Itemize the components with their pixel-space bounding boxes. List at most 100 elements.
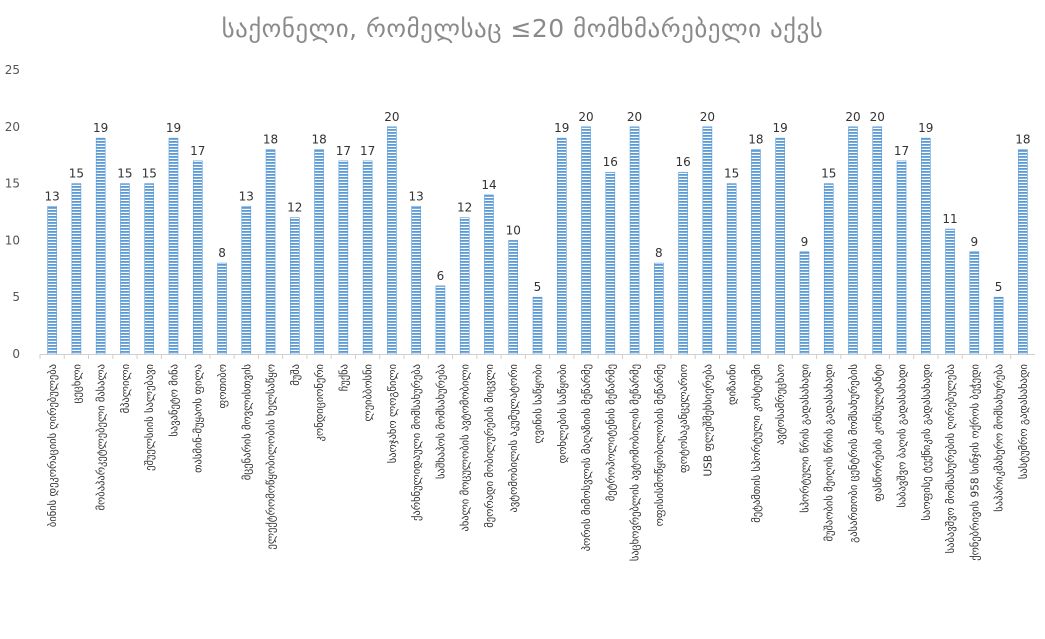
bar: [290, 217, 300, 355]
x-tick-label: ბინის დეკორაციის ღირებულება: [47, 364, 59, 527]
y-tick-label: 25: [5, 63, 20, 77]
x-tick-label: მეორადი მობილურების მიცვლი: [484, 364, 496, 528]
bar: [896, 160, 907, 355]
bar: [848, 126, 858, 355]
data-label: 5: [995, 280, 1003, 294]
y-axis: 0 5 10 15 20 25: [5, 63, 20, 361]
data-labels: 13 15 19 15 15 19 17 8 13 18 12 18 17 17 20 13 6 12 14 10 5 1…: [44, 110, 1030, 294]
x-tick-label: მცენარის მოვლისთვის: [241, 364, 253, 480]
x-tick-label: საბავშვო ბაღის გადასახადი: [897, 364, 909, 508]
x-tick-label: საშხაპოს მომსახურება: [435, 364, 447, 479]
x-tick-label: სასტუმრო გადასახადი: [1018, 364, 1030, 479]
data-label: 15: [724, 167, 739, 181]
data-label: 8: [218, 246, 226, 260]
data-label: 18: [311, 133, 326, 147]
x-tick-label: ფოთიბო: [217, 364, 229, 408]
bar: [532, 296, 543, 355]
x-tick-label: ახალი მოცულობის ავტომობილი: [460, 364, 472, 532]
x-tick-label: მპალილი: [120, 364, 132, 413]
bar: [314, 149, 324, 355]
bar: [95, 137, 106, 355]
data-label: 20: [627, 110, 642, 124]
x-tick-label: ფასწორების კონსულტანტი: [872, 364, 884, 502]
chart-title: საქონელი, რომელსაც ≤20 მომხმარებელი აქვს: [221, 14, 824, 43]
data-label: 15: [69, 167, 84, 181]
bar: [993, 296, 1004, 355]
y-tick-label: 20: [5, 120, 20, 134]
x-tick-label: მუშა: [290, 364, 302, 386]
bar: [799, 251, 810, 355]
data-label: 16: [675, 155, 690, 169]
x-tick-label: USB ფლეშმეხსიერება: [702, 364, 714, 477]
bar: [556, 137, 567, 355]
x-tick-label: სპორტული წრის გადასახადი: [799, 364, 811, 513]
x-tick-label: ავტომობილის აკუმულატორი: [508, 364, 520, 512]
x-tick-label: დიზაინი: [727, 364, 739, 405]
x-tick-label: გასართობი ცენტრის მომსახურების: [848, 364, 860, 543]
data-label: 5: [534, 280, 542, 294]
bar: [702, 126, 713, 355]
x-tick-label: საბავშვო მომსახურების ღირებულება: [945, 364, 957, 553]
y-tick-label: 5: [12, 290, 20, 304]
data-label: 20: [700, 110, 715, 124]
data-label: 20: [578, 110, 593, 124]
data-label: 17: [190, 144, 205, 158]
x-tick-label: ლეიბბოსნი: [363, 364, 375, 421]
data-label: 12: [287, 201, 302, 215]
data-label: 6: [437, 269, 445, 283]
bar: [678, 171, 688, 355]
bar: [362, 160, 373, 355]
bar: [751, 149, 761, 355]
bar: [726, 183, 737, 355]
x-tick-label: პორის მიმოსვლის მაღაზიის მეწარმე: [581, 364, 593, 551]
x-tick-label: დოხლების საწყობი: [557, 364, 569, 463]
x-tick-label: მუშაობის მეიღის წრის გადასახადი: [824, 364, 836, 542]
bar: [605, 171, 616, 355]
data-label: 13: [44, 189, 59, 203]
data-label: 10: [506, 223, 521, 237]
x-axis: ბინის დეკორაციის ღირებულება ცეცხლი მობაპარ…: [39, 354, 1035, 561]
data-label: 9: [971, 235, 979, 249]
data-label: 13: [239, 189, 254, 203]
data-label: 20: [384, 110, 399, 124]
bar: [120, 183, 130, 355]
data-label: 17: [336, 144, 351, 158]
x-tick-label: კონდიციონერი: [314, 364, 326, 441]
bar: [192, 160, 203, 355]
bar: [168, 137, 179, 355]
bar: [435, 285, 446, 355]
x-tick-label: ჩუქნა: [338, 364, 350, 391]
y-tick-label: 0: [12, 347, 20, 361]
data-label: 11: [942, 212, 957, 226]
bar: [484, 194, 494, 355]
data-label: 18: [748, 133, 763, 147]
x-tick-label: თასმინ-მუყაოს ფილა: [193, 364, 205, 473]
x-tick-label: ფოტოსაკანცელარიო: [678, 364, 690, 473]
data-label: 15: [117, 167, 132, 181]
data-label: 19: [93, 121, 108, 135]
x-tick-label: ქონებრივის 958 სინჯის ოქროს ბეჭედი: [969, 364, 981, 561]
y-tick-label: 10: [5, 233, 20, 247]
x-tick-label: საოფისე ტექნიკის გადასახადი: [921, 364, 933, 520]
bar: [775, 137, 785, 355]
bar: [338, 160, 349, 355]
x-tick-label: მობაპარკეტლებელი მასალა: [96, 364, 108, 510]
bar: [71, 183, 82, 355]
x-tick-label: ოფისისმოწყობილობის მეწარმე: [654, 364, 666, 526]
data-label: 20: [870, 110, 885, 124]
bar: [872, 126, 883, 355]
data-label: 15: [142, 167, 157, 181]
bar: [144, 183, 155, 355]
bar: [508, 240, 519, 355]
data-label: 19: [918, 121, 933, 135]
bar: [459, 217, 470, 355]
data-label: 18: [263, 133, 278, 147]
data-label: 19: [554, 121, 569, 135]
bar: [217, 262, 227, 355]
data-label: 16: [603, 155, 618, 169]
data-label: 19: [773, 121, 788, 135]
bar: [969, 251, 980, 355]
bars: [47, 126, 1028, 355]
data-label: 20: [845, 110, 860, 124]
x-tick-label: ცეცხლი: [71, 364, 83, 403]
